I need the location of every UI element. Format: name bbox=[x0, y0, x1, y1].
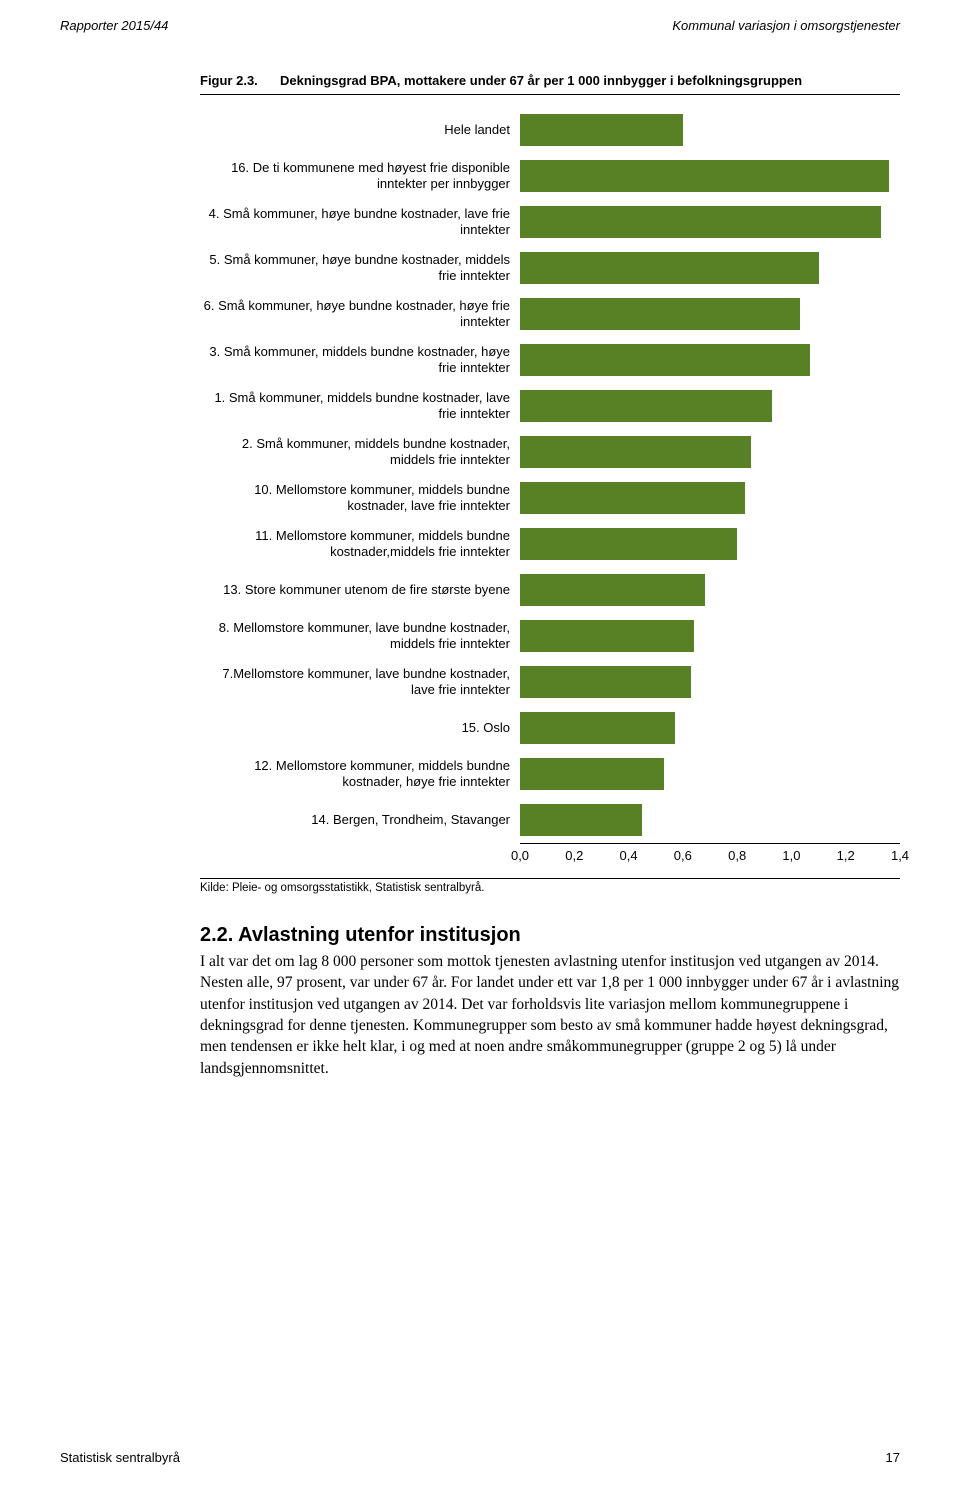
bar bbox=[520, 252, 819, 284]
chart-row: 14. Bergen, Trondheim, Stavanger bbox=[200, 797, 900, 843]
category-label: 8. Mellomstore kommuner, lave bundne kos… bbox=[200, 620, 520, 653]
section-paragraph: I alt var det om lag 8 000 personer som … bbox=[200, 951, 900, 1079]
bar bbox=[520, 298, 800, 330]
bar-track bbox=[520, 337, 900, 383]
category-label: 4. Små kommuner, høye bundne kostnader, … bbox=[200, 206, 520, 239]
category-label: 3. Små kommuner, middels bundne kostnade… bbox=[200, 344, 520, 377]
section-heading: 2.2. Avlastning utenfor institusjon bbox=[200, 924, 900, 947]
running-header: Rapporter 2015/44 Kommunal variasjon i o… bbox=[60, 18, 900, 33]
x-tick-label: 1,2 bbox=[837, 848, 855, 863]
bar-track bbox=[520, 429, 900, 475]
category-label: 10. Mellomstore kommuner, middels bundne… bbox=[200, 482, 520, 515]
header-left: Rapporter 2015/44 bbox=[60, 18, 168, 33]
footer-page-number: 17 bbox=[886, 1450, 900, 1465]
x-tick-label: 0,8 bbox=[728, 848, 746, 863]
chart-row: 11. Mellomstore kommuner, middels bundne… bbox=[200, 521, 900, 567]
category-label: 16. De ti kommunene med høyest frie disp… bbox=[200, 160, 520, 193]
chart-row: 7.Mellomstore kommuner, lave bundne kost… bbox=[200, 659, 900, 705]
bar bbox=[520, 620, 694, 652]
body-text: 2.2. Avlastning utenfor institusjon I al… bbox=[200, 924, 900, 1079]
bar-track bbox=[520, 521, 900, 567]
bar-track bbox=[520, 107, 900, 153]
bar-track bbox=[520, 797, 900, 843]
bar-track bbox=[520, 659, 900, 705]
category-label: 1. Små kommuner, middels bundne kostnade… bbox=[200, 390, 520, 423]
page-footer: Statistisk sentralbyrå 17 bbox=[60, 1450, 900, 1465]
bar bbox=[520, 804, 642, 836]
bar bbox=[520, 436, 751, 468]
chart-row: 13. Store kommuner utenom de fire størst… bbox=[200, 567, 900, 613]
x-tick-label: 1,0 bbox=[782, 848, 800, 863]
category-label: 7.Mellomstore kommuner, lave bundne kost… bbox=[200, 666, 520, 699]
bar bbox=[520, 344, 810, 376]
bar-track bbox=[520, 291, 900, 337]
chart-row: 6. Små kommuner, høye bundne kostnader, … bbox=[200, 291, 900, 337]
bar-chart: Hele landet 16. De ti kommunene med høyes… bbox=[200, 107, 900, 843]
x-tick-label: 0,4 bbox=[620, 848, 638, 863]
x-tick-label: 0,2 bbox=[565, 848, 583, 863]
chart-row: 15. Oslo bbox=[200, 705, 900, 751]
chart-row: 2. Små kommuner, middels bundne kostnade… bbox=[200, 429, 900, 475]
category-label: 11. Mellomstore kommuner, middels bundne… bbox=[200, 528, 520, 561]
chart-row: 12. Mellomstore kommuner, middels bundne… bbox=[200, 751, 900, 797]
category-label: Hele landet bbox=[200, 122, 520, 138]
x-tick-label: 0,0 bbox=[511, 848, 529, 863]
x-axis-ticks: 0,00,20,40,60,81,01,21,4 bbox=[520, 844, 900, 864]
footer-left: Statistisk sentralbyrå bbox=[60, 1450, 180, 1465]
chart-row: 8. Mellomstore kommuner, lave bundne kos… bbox=[200, 613, 900, 659]
category-label: 5. Små kommuner, høye bundne kostnader, … bbox=[200, 252, 520, 285]
chart-row: 16. De ti kommunene med høyest frie disp… bbox=[200, 153, 900, 199]
bar-track bbox=[520, 613, 900, 659]
chart-row: 4. Små kommuner, høye bundne kostnader, … bbox=[200, 199, 900, 245]
category-label: 2. Små kommuner, middels bundne kostnade… bbox=[200, 436, 520, 469]
category-label: 12. Mellomstore kommuner, middels bundne… bbox=[200, 758, 520, 791]
bar bbox=[520, 528, 737, 560]
bar bbox=[520, 160, 889, 192]
chart-row: 3. Små kommuner, middels bundne kostnade… bbox=[200, 337, 900, 383]
bar-track bbox=[520, 567, 900, 613]
bar bbox=[520, 712, 675, 744]
bar-track bbox=[520, 199, 900, 245]
bar bbox=[520, 758, 664, 790]
figure-source: Kilde: Pleie- og omsorgsstatistikk, Stat… bbox=[200, 879, 900, 894]
chart-row: 1. Små kommuner, middels bundne kostnade… bbox=[200, 383, 900, 429]
figure-description: Dekningsgrad BPA, mottakere under 67 år … bbox=[280, 73, 802, 90]
bar-track bbox=[520, 705, 900, 751]
category-label: 14. Bergen, Trondheim, Stavanger bbox=[200, 812, 520, 828]
bar bbox=[520, 482, 745, 514]
category-label: 6. Små kommuner, høye bundne kostnader, … bbox=[200, 298, 520, 331]
bar-track bbox=[520, 751, 900, 797]
bar-track bbox=[520, 383, 900, 429]
figure-title: Figur 2.3. Dekningsgrad BPA, mottakere u… bbox=[200, 73, 900, 95]
bar-track bbox=[520, 245, 900, 291]
bar bbox=[520, 114, 683, 146]
category-label: 13. Store kommuner utenom de fire størst… bbox=[200, 582, 520, 598]
header-right: Kommunal variasjon i omsorgstjenester bbox=[672, 18, 900, 33]
chart-row: Hele landet bbox=[200, 107, 900, 153]
x-tick-label: 0,6 bbox=[674, 848, 692, 863]
x-tick-label: 1,4 bbox=[891, 848, 909, 863]
bar-track bbox=[520, 475, 900, 521]
bar bbox=[520, 206, 881, 238]
bar bbox=[520, 390, 772, 422]
category-label: 15. Oslo bbox=[200, 720, 520, 736]
chart-row: 10. Mellomstore kommuner, middels bundne… bbox=[200, 475, 900, 521]
bar-track bbox=[520, 153, 900, 199]
chart-row: 5. Små kommuner, høye bundne kostnader, … bbox=[200, 245, 900, 291]
bar bbox=[520, 666, 691, 698]
figure-block: Figur 2.3. Dekningsgrad BPA, mottakere u… bbox=[200, 73, 900, 894]
figure-number: Figur 2.3. bbox=[200, 73, 280, 88]
bar bbox=[520, 574, 705, 606]
